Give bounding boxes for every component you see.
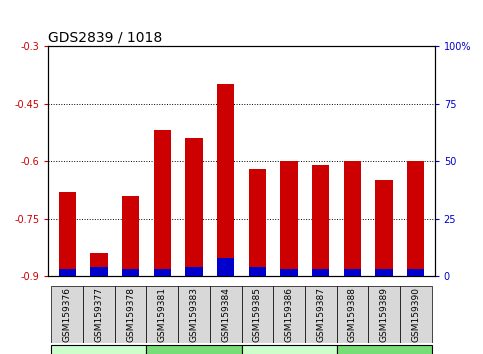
Bar [122, 195, 140, 276]
FancyBboxPatch shape [115, 286, 146, 343]
Text: GSM159383: GSM159383 [189, 287, 199, 342]
Text: GSM159390: GSM159390 [411, 287, 420, 342]
FancyBboxPatch shape [146, 286, 178, 343]
FancyBboxPatch shape [305, 286, 337, 343]
FancyBboxPatch shape [400, 286, 431, 343]
Bar [407, 161, 425, 276]
Text: GSM159378: GSM159378 [126, 287, 135, 342]
Bar [217, 258, 234, 276]
Bar [375, 180, 393, 276]
Text: GSM159388: GSM159388 [348, 287, 357, 342]
Bar [343, 269, 361, 276]
Bar [312, 269, 329, 276]
Bar [280, 269, 298, 276]
Bar [343, 161, 361, 276]
Bar [249, 267, 266, 276]
Bar [249, 169, 266, 276]
FancyBboxPatch shape [337, 346, 431, 354]
FancyBboxPatch shape [242, 346, 337, 354]
Bar [375, 269, 393, 276]
Bar [58, 192, 76, 276]
Bar [217, 84, 234, 276]
Text: GSM159387: GSM159387 [316, 287, 325, 342]
FancyBboxPatch shape [83, 286, 115, 343]
Text: GSM159385: GSM159385 [253, 287, 262, 342]
Text: GSM159389: GSM159389 [380, 287, 388, 342]
Text: GDS2839 / 1018: GDS2839 / 1018 [48, 31, 163, 45]
Text: GSM159386: GSM159386 [284, 287, 294, 342]
Bar [154, 269, 171, 276]
FancyBboxPatch shape [178, 286, 210, 343]
Bar [122, 269, 140, 276]
Bar [312, 165, 329, 276]
Text: GSM159384: GSM159384 [221, 287, 230, 342]
FancyBboxPatch shape [52, 346, 146, 354]
Bar [407, 269, 425, 276]
Bar [185, 267, 203, 276]
FancyBboxPatch shape [52, 286, 83, 343]
Text: GSM159381: GSM159381 [158, 287, 167, 342]
Bar [90, 267, 108, 276]
FancyBboxPatch shape [242, 286, 273, 343]
Bar [58, 269, 76, 276]
FancyBboxPatch shape [146, 346, 242, 354]
FancyBboxPatch shape [210, 286, 242, 343]
Bar [185, 138, 203, 276]
Bar [90, 253, 108, 276]
FancyBboxPatch shape [368, 286, 400, 343]
Bar [154, 130, 171, 276]
Text: GSM159377: GSM159377 [95, 287, 103, 342]
Text: GSM159376: GSM159376 [63, 287, 72, 342]
FancyBboxPatch shape [273, 286, 305, 343]
FancyBboxPatch shape [337, 286, 368, 343]
Bar [280, 161, 298, 276]
